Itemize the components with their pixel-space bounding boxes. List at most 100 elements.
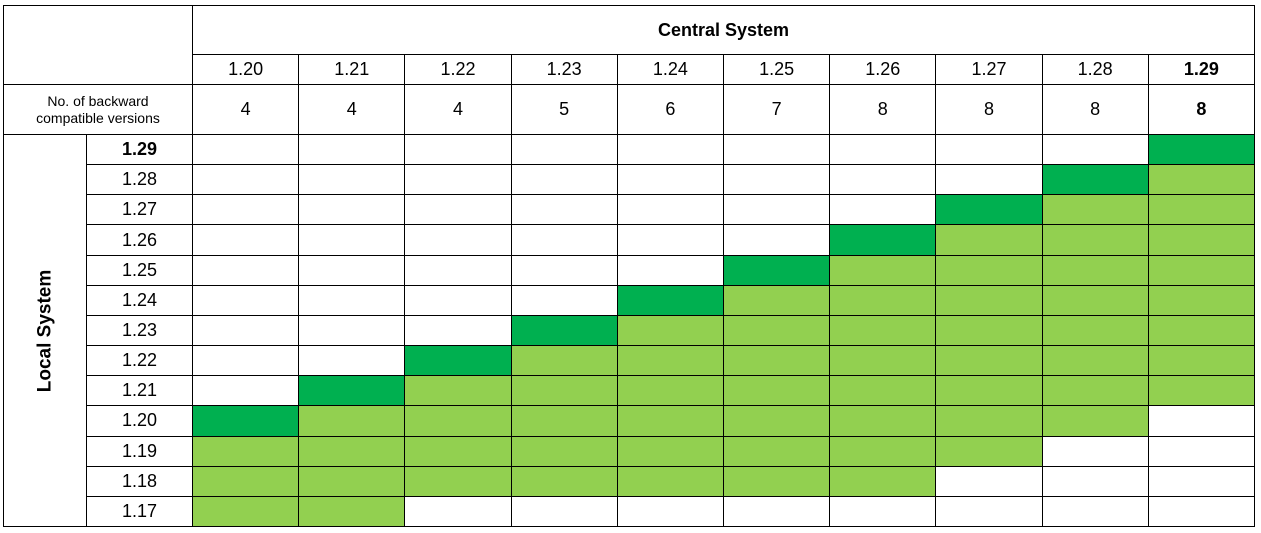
backward-count: 4: [298, 84, 406, 135]
matrix-cell: [510, 345, 618, 377]
matrix-cell: [192, 254, 300, 286]
local-version-text: 1.18: [121, 470, 158, 491]
central-version: 1.24: [616, 54, 724, 85]
central-version-text: 1.29: [1183, 59, 1219, 79]
backward-count: 7: [723, 84, 831, 135]
local-version-text: 1.22: [121, 350, 158, 371]
matrix-cell: [935, 435, 1043, 467]
matrix-cell: [1147, 405, 1255, 437]
backward-count: 8: [935, 84, 1043, 135]
local-version: 1.19: [86, 435, 193, 467]
matrix-cell: [510, 375, 618, 407]
backward-count: 6: [616, 84, 724, 135]
matrix-cell: [935, 405, 1043, 437]
backward-count-text: 6: [665, 99, 676, 119]
matrix-cell: [192, 465, 300, 497]
backward-count-text: 8: [983, 99, 994, 119]
central-version: 1.26: [829, 54, 937, 85]
matrix-cell: [404, 164, 512, 196]
matrix-cell: [404, 194, 512, 226]
matrix-cell: [192, 435, 300, 467]
backward-count: 8: [1147, 84, 1255, 135]
matrix-cell: [510, 194, 618, 226]
matrix-cell: [298, 164, 406, 196]
matrix-cell: [298, 284, 406, 316]
matrix-cell: [1147, 435, 1255, 467]
matrix-cell: [404, 314, 512, 347]
matrix-cell: [829, 164, 937, 196]
local-version-text: 1.24: [121, 289, 158, 310]
matrix-cell: [616, 134, 724, 166]
matrix-cell: [1041, 465, 1149, 497]
matrix-cell: [616, 224, 724, 256]
local-version-text: 1.23: [121, 319, 158, 340]
matrix-cell: [510, 254, 618, 286]
matrix-cell: [192, 345, 300, 377]
central-version-text: 1.24: [652, 59, 688, 79]
matrix-cell: [723, 405, 831, 437]
matrix-cell: [723, 375, 831, 407]
matrix-cell: [192, 164, 300, 196]
backward-label: No. of backward compatible versions: [3, 84, 193, 135]
matrix-cell: [935, 164, 1043, 196]
matrix-cell: [616, 194, 724, 226]
matrix-cell: [1147, 284, 1255, 316]
local-title: Local System: [3, 134, 87, 527]
matrix-cell: [829, 314, 937, 347]
matrix-cell: [935, 134, 1043, 166]
backward-count: 4: [404, 84, 512, 135]
matrix-cell: [1041, 284, 1149, 316]
matrix-cell: [829, 405, 937, 437]
central-title: Central System: [192, 5, 1255, 55]
matrix-cell: [616, 495, 724, 527]
local-version: 1.18: [86, 465, 193, 497]
matrix-cell: [935, 254, 1043, 286]
backward-label-text: No. of backward compatible versions: [36, 92, 160, 126]
central-version: 1.23: [510, 54, 618, 85]
local-version: 1.23: [86, 314, 193, 347]
central-version-text: 1.23: [546, 59, 582, 79]
matrix-cell: [298, 495, 406, 527]
matrix-cell: [723, 224, 831, 256]
matrix-cell: [510, 284, 618, 316]
matrix-cell: [1147, 314, 1255, 347]
matrix-cell: [404, 345, 512, 377]
local-version-text: 1.27: [121, 199, 158, 220]
matrix-cell: [935, 345, 1043, 377]
matrix-cell: [1147, 194, 1255, 226]
matrix-cell: [1147, 495, 1255, 527]
matrix-cell: [1041, 194, 1149, 226]
matrix-cell: [723, 345, 831, 377]
matrix-cell: [935, 194, 1043, 226]
local-version: 1.29: [86, 134, 193, 166]
central-version: 1.29: [1147, 54, 1255, 85]
matrix-cell: [723, 495, 831, 527]
matrix-cell: [829, 254, 937, 286]
matrix-cell: [404, 284, 512, 316]
matrix-cell: [192, 194, 300, 226]
central-title-text: Central System: [657, 19, 790, 40]
matrix-cell: [192, 314, 300, 347]
matrix-cell: [404, 495, 512, 527]
central-version-text: 1.20: [228, 59, 264, 79]
backward-count: 8: [829, 84, 937, 135]
matrix-cell: [192, 134, 300, 166]
matrix-cell: [192, 284, 300, 316]
central-version: 1.25: [723, 54, 831, 85]
backward-count-text: 8: [1196, 99, 1207, 119]
central-version-text: 1.27: [971, 59, 1007, 79]
local-version-text: 1.29: [121, 139, 158, 160]
backward-count-text: 8: [1090, 99, 1101, 119]
matrix-cell: [723, 254, 831, 286]
matrix-cell: [298, 375, 406, 407]
matrix-cell: [829, 435, 937, 467]
matrix-cell: [1041, 314, 1149, 347]
backward-count-text: 4: [452, 99, 463, 119]
matrix-cell: [1147, 254, 1255, 286]
backward-count: 8: [1041, 84, 1149, 135]
matrix-cell: [1041, 134, 1149, 166]
local-version: 1.25: [86, 254, 193, 286]
matrix-cell: [1147, 224, 1255, 256]
